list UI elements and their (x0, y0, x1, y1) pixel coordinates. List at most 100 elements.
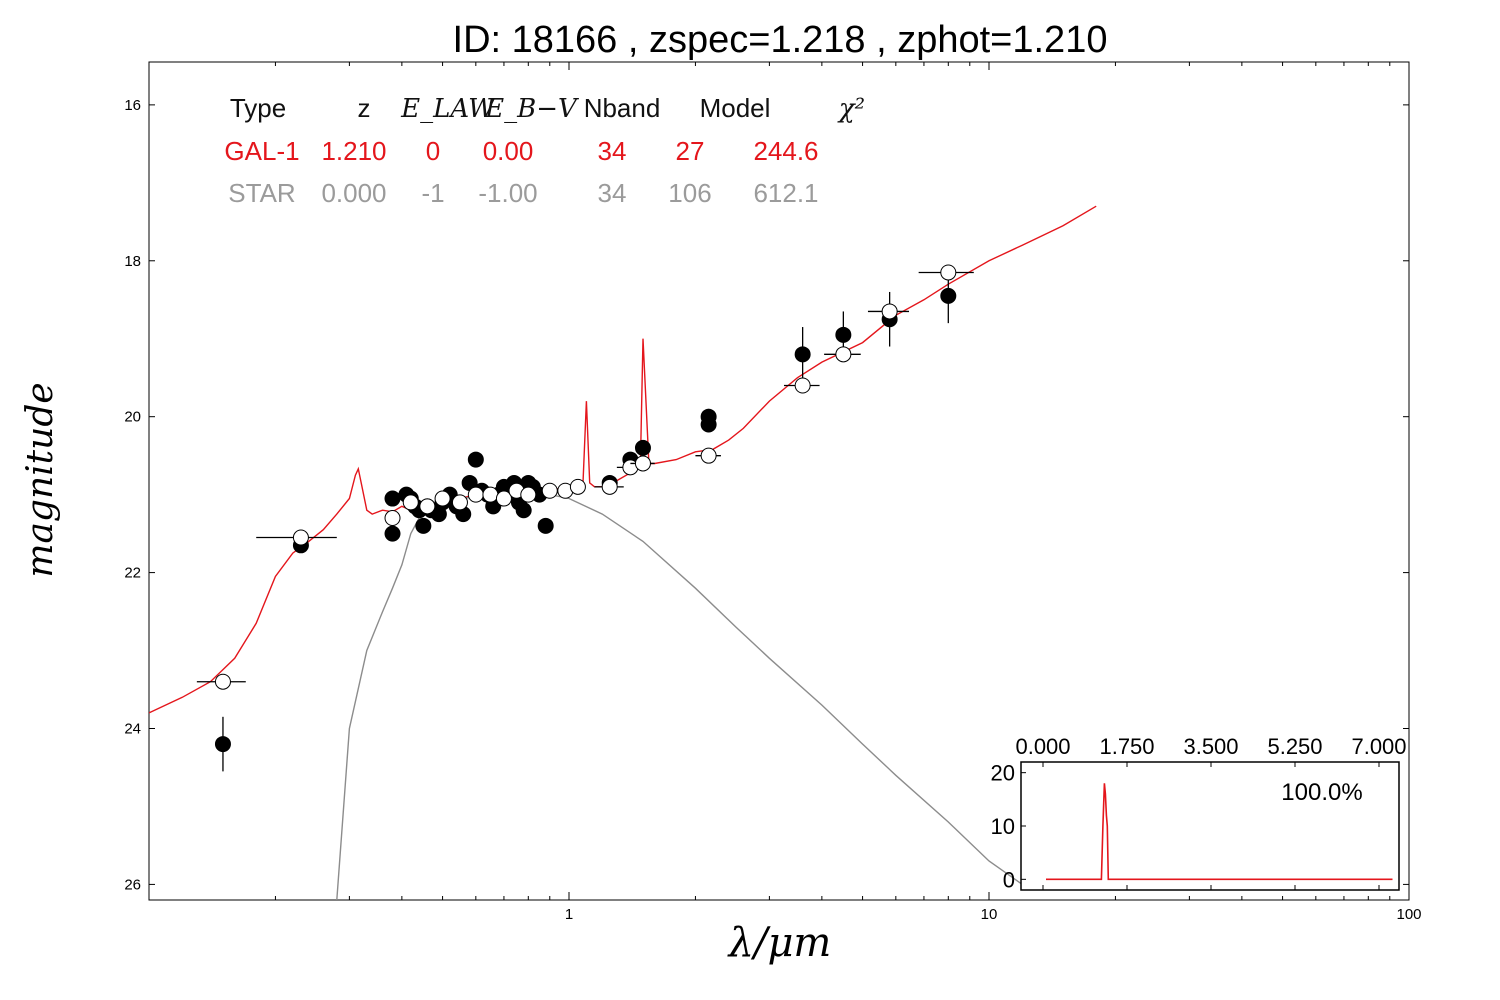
model-point (451, 494, 468, 511)
open-marker (940, 264, 957, 281)
filled-marker (634, 439, 651, 456)
redshift-pdf-inset: 100.0% 0.000 1.750 3.500 5.250 7.000 0 10 20 (991, 734, 1407, 892)
table-header: Nband (584, 93, 661, 123)
table-cell: STAR (228, 178, 295, 208)
open-marker (520, 486, 537, 503)
filled-marker (384, 490, 401, 507)
observed-point (515, 502, 532, 519)
model-point (467, 486, 484, 503)
inset-y-tick-label: 20 (991, 761, 1015, 786)
observed-point (467, 451, 484, 468)
y-tick-label: 18 (124, 253, 141, 270)
observed-point (415, 517, 432, 534)
model-point (783, 377, 820, 394)
open-marker (794, 377, 811, 394)
table-cell: 0.000 (321, 178, 386, 208)
inset-pdf-line (1046, 783, 1393, 881)
observed-point (384, 525, 401, 542)
open-marker (835, 346, 852, 363)
model-point (824, 346, 861, 363)
table-header: χ² (837, 94, 865, 124)
inset-x-tick-label: 3.500 (1183, 734, 1238, 759)
filled-marker (467, 451, 484, 468)
inset-x-tick-label: 7.000 (1351, 734, 1406, 759)
model-point (256, 529, 337, 546)
model-point (867, 303, 910, 320)
open-marker (467, 486, 484, 503)
open-marker (214, 673, 231, 690)
table-cell: 1.210 (321, 136, 386, 166)
open-marker (384, 510, 401, 527)
table-cell: 106 (668, 178, 711, 208)
open-marker (495, 490, 512, 507)
table-cell: -1 (421, 178, 444, 208)
table-cell: 612.1 (753, 178, 818, 208)
inset-probability-label: 100.0% (1281, 779, 1362, 806)
filled-marker (835, 326, 852, 343)
x-tick-label: 1 (565, 906, 573, 923)
observed-point (384, 490, 401, 507)
model-point (630, 455, 655, 472)
model-point (402, 494, 419, 511)
model-point (419, 498, 436, 515)
chart-title: ID: 18166 , zspec=1.218 , zphot=1.210 (453, 19, 1108, 61)
model-point (434, 490, 451, 507)
table-header: z (358, 93, 371, 123)
open-marker (634, 455, 651, 472)
open-marker (482, 486, 499, 503)
model-point (520, 486, 537, 503)
inset-y-tick-label: 0 (1003, 867, 1015, 892)
model-point (695, 447, 721, 464)
y-tick-label: 20 (124, 409, 141, 426)
y-tick-label: 16 (124, 97, 141, 114)
model-point (384, 510, 401, 527)
table-cell: 34 (598, 136, 627, 166)
table-cell: 244.6 (753, 136, 818, 166)
open-marker (881, 303, 898, 320)
filled-marker (515, 502, 532, 519)
model-point (495, 490, 512, 507)
table-cell: GAL-1 (224, 136, 299, 166)
open-marker (569, 478, 586, 495)
open-marker (419, 498, 436, 515)
filled-marker (384, 525, 401, 542)
filled-marker (940, 287, 957, 304)
table-cell: 0 (426, 136, 440, 166)
model-point (541, 482, 558, 499)
observed-point (634, 439, 651, 456)
inset-x-tick-label: 5.250 (1267, 734, 1322, 759)
table-cell: 0.00 (483, 136, 534, 166)
y-tick-label: 22 (124, 565, 141, 582)
open-marker (434, 490, 451, 507)
inset-y-tick-label: 10 (991, 814, 1015, 839)
inset-x-tick-label: 0.000 (1015, 734, 1070, 759)
table-header: E_LAW (400, 94, 497, 124)
model-point (196, 673, 246, 690)
filled-marker (537, 517, 554, 534)
y-axis-label: magnitude (20, 382, 61, 577)
filled-marker (214, 736, 231, 753)
open-marker (292, 529, 309, 546)
model-point (594, 478, 624, 495)
table-cell: -1.00 (478, 178, 537, 208)
sed-curves (149, 205, 1097, 900)
open-marker (402, 494, 419, 511)
inset-x-tick-label: 1.750 (1099, 734, 1154, 759)
table-cell: 34 (598, 178, 627, 208)
filled-marker (415, 517, 432, 534)
open-marker (541, 482, 558, 499)
filled-marker (794, 346, 811, 363)
model-point (918, 264, 974, 281)
filled-marker (700, 408, 717, 425)
star-sed-line (336, 493, 1023, 900)
x-axis-label: λ/μm (727, 920, 832, 966)
observed-point (794, 327, 811, 382)
photometry-points (196, 264, 974, 772)
open-marker (451, 494, 468, 511)
observed-point (214, 716, 231, 772)
model-point (482, 486, 499, 503)
table-header: E_B−V (484, 94, 579, 124)
